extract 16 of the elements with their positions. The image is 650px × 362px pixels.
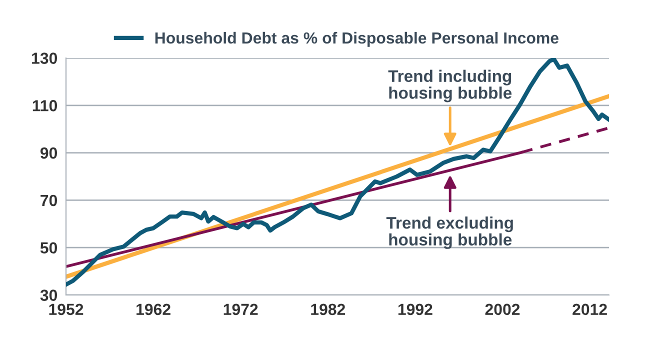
y-tick-label: 30 — [40, 290, 58, 301]
x-tick-label: 1982 — [311, 304, 346, 316]
x-tick-label: 1972 — [224, 304, 258, 316]
y-tick-label: 90 — [40, 147, 58, 159]
annotation: Trend including housing bubble — [388, 70, 512, 102]
x-tick-label: 1962 — [136, 304, 170, 316]
y-tick-label: 110 — [32, 100, 58, 112]
x-tick-label: 1992 — [398, 304, 432, 316]
x-tick-label: 2002 — [485, 304, 520, 316]
y-tick-label: 50 — [40, 242, 58, 254]
x-tick-label: 1952 — [49, 304, 84, 316]
x-tick-label: 2012 — [572, 304, 607, 316]
legend-label: Household Debt as % of Disposable Personal Income — [155, 32, 558, 47]
annotation: Trend excluding housing bubble — [386, 216, 513, 249]
y-tick-label: 130 — [32, 52, 58, 64]
y-tick-label: 70 — [40, 194, 58, 206]
